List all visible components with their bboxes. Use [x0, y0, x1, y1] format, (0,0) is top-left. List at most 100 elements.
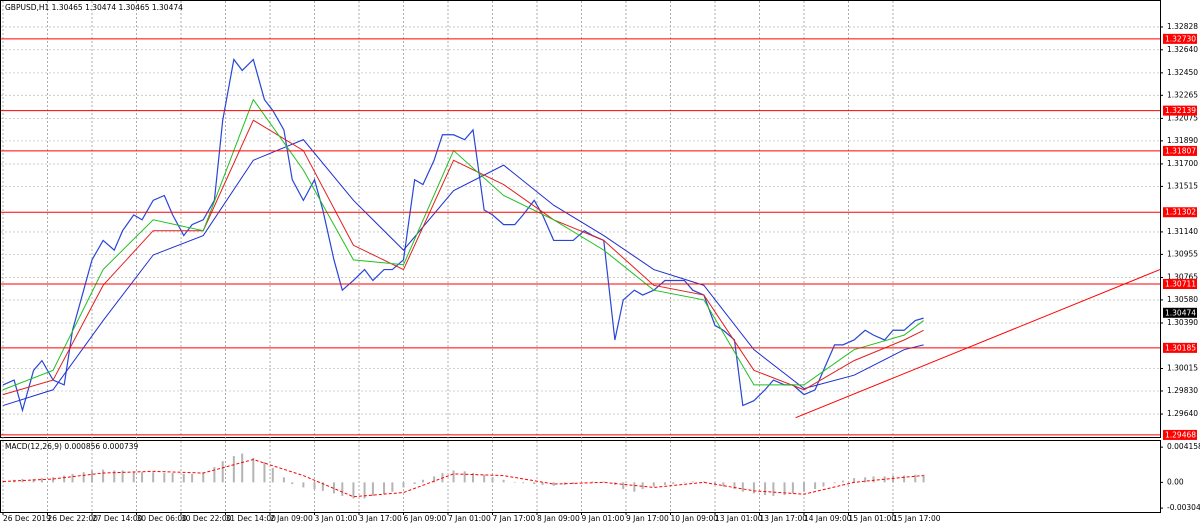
macd-bar — [213, 467, 216, 483]
level-label: 1.30711 — [1165, 280, 1196, 289]
level-label-box — [1163, 429, 1197, 440]
level-label: 1.30185 — [1165, 343, 1196, 352]
x-tick-label: 26 Dec 2019 — [3, 514, 51, 523]
macd-bar — [52, 477, 55, 483]
macd-bar — [583, 482, 586, 483]
macd-bar — [872, 476, 875, 483]
y-tick-label: 1.31140 — [1167, 227, 1198, 236]
macd-bar — [652, 482, 655, 487]
macd-bar — [622, 482, 625, 490]
x-tick-label: 9 Jan 01:00 — [582, 514, 625, 523]
macd-bar — [263, 462, 266, 483]
y-tick-label: 1.32640 — [1167, 45, 1198, 54]
macd-bar — [191, 473, 194, 483]
y-tick-label: 1.31890 — [1167, 136, 1198, 145]
last-price-box — [1163, 307, 1197, 318]
macd-bar — [413, 482, 416, 485]
x-tick-label: 3 Jan 17:00 — [359, 514, 402, 523]
plots — [1, 38, 1161, 499]
macd-bar — [102, 469, 105, 483]
macd-bar — [733, 482, 736, 490]
macd-bar — [291, 482, 294, 485]
macd-bar — [241, 453, 244, 483]
price-line — [2, 58, 924, 413]
macd-bar — [714, 482, 716, 485]
macd-bar — [71, 473, 74, 483]
macd-bar — [452, 470, 455, 483]
macd-bar — [914, 474, 917, 483]
macd-bar — [463, 471, 466, 483]
macd-bar — [363, 482, 366, 499]
macd-bar — [402, 482, 405, 488]
macd-bar — [822, 482, 825, 487]
macd-bar — [741, 482, 744, 492]
y-tick-label: 1.30580 — [1167, 295, 1198, 304]
macd-bar — [21, 478, 24, 483]
level-label: 1.31302 — [1165, 208, 1196, 217]
level-label: 1.32730 — [1165, 34, 1196, 43]
macd-bar — [321, 482, 324, 491]
x-tick-label: 6 Jan 09:00 — [404, 514, 447, 523]
macd-bar — [332, 482, 335, 494]
macd-bar — [764, 482, 767, 496]
macd-bar — [271, 467, 274, 483]
macd-bar — [472, 473, 475, 483]
x-tick-label: 10 Jan 09:00 — [671, 514, 719, 523]
macd-bar — [202, 472, 205, 483]
moving-average — [2, 98, 924, 391]
level-label: 1.29468 — [1165, 430, 1196, 439]
y-tick-label: 1.31515 — [1167, 181, 1198, 190]
level-label-box — [1163, 33, 1197, 44]
macd-bar — [82, 472, 85, 483]
macd-bar — [383, 482, 386, 495]
y-tick-label: 0.004158 — [1167, 442, 1200, 451]
level-label: 1.31807 — [1165, 146, 1196, 155]
macd-bar — [641, 482, 644, 490]
x-tick-label: 30 Dec 22:00 — [181, 514, 232, 523]
x-tick-label: 27 Dec 14:00 — [92, 514, 143, 523]
x-tick-label: 14 Jan 09:00 — [804, 514, 852, 523]
macd-bar — [433, 476, 436, 483]
x-tick-label: 8 Jan 09:00 — [537, 514, 580, 523]
macd-bar — [533, 482, 536, 485]
macd-bar — [783, 482, 786, 496]
macd-bar — [491, 477, 494, 483]
macd-bar — [232, 456, 235, 483]
macd-bar — [772, 482, 775, 496]
macd-bar — [502, 479, 505, 483]
y-tick-label: 1.32265 — [1167, 90, 1198, 99]
price-pane — [0, 0, 1161, 438]
macd-bar — [691, 481, 694, 483]
x-tick-label: 13 Jan 17:00 — [760, 514, 808, 523]
level-label-box — [1163, 342, 1197, 353]
y-tick-label: 1.32450 — [1167, 68, 1198, 77]
macd-bar — [602, 481, 605, 483]
moving-average — [2, 139, 924, 407]
macd-bar — [833, 482, 836, 484]
macd-bar — [91, 470, 93, 483]
macd-bar — [282, 477, 285, 483]
macd-bar — [371, 482, 374, 496]
y-tick-label: 1.30765 — [1167, 272, 1198, 281]
macd-bar — [522, 482, 525, 484]
macd-bar — [683, 482, 686, 483]
macd-bar — [63, 475, 66, 483]
macd-bar — [221, 461, 224, 483]
macd-title: MACD(12,26,9) 0.000856 0.000739 — [5, 442, 139, 451]
macd-bar — [141, 472, 144, 483]
level-label-box — [1163, 145, 1197, 156]
macd-bar — [922, 474, 925, 483]
y-tick-label: 1.30390 — [1167, 318, 1198, 327]
x-tick-label: 15 Jan 17:00 — [893, 514, 941, 523]
macd-bar — [341, 482, 344, 496]
macd-bar — [313, 482, 316, 490]
macd-bar — [352, 482, 355, 499]
level-label-box — [1163, 207, 1197, 218]
macd-bar — [572, 482, 575, 485]
macd-bar — [864, 477, 867, 483]
macd-bar — [814, 482, 817, 490]
macd-bar — [672, 482, 675, 485]
macd-bar — [791, 482, 794, 494]
